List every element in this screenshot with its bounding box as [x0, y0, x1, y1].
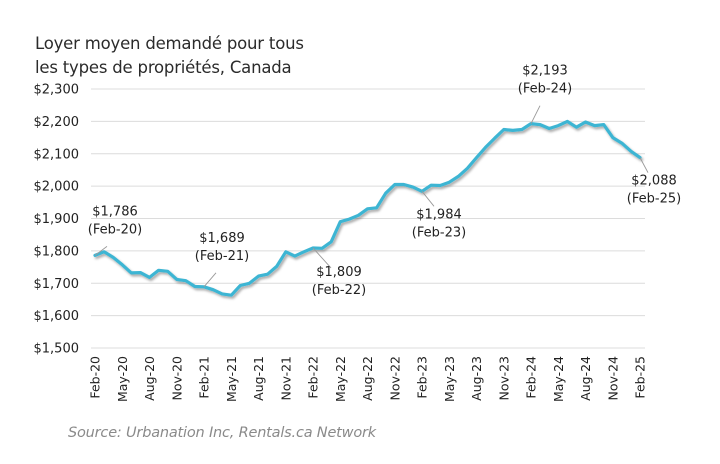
- x-tick-label: Nov-22: [387, 356, 402, 400]
- annotation-leader-line: [94, 246, 108, 256]
- y-tick-label: $1,500: [34, 342, 80, 357]
- chart-title-line-2: les types de propriétés, Canada: [35, 58, 292, 77]
- x-tick-label: Feb-24: [524, 356, 539, 399]
- annotation-value-label: $1,809: [316, 265, 362, 280]
- y-axis-ticks: $1,500 $1,600 $1,700 $1,800 $1,900 $2,000 $2,1…: [34, 83, 80, 357]
- y-tick-label: $2,000: [34, 180, 80, 195]
- x-tick-label: May-23: [442, 356, 457, 402]
- annotation-leader-line: [639, 157, 649, 173]
- x-tick-label: Nov-24: [605, 356, 620, 401]
- annotation-leader-line: [421, 191, 435, 207]
- x-tick-label: Nov-21: [278, 356, 293, 400]
- gridlines: [91, 88, 645, 349]
- x-tick-label: Feb-22: [306, 356, 321, 399]
- x-tick-label: Nov-20: [169, 356, 184, 401]
- chart-title: Loyer moyen demandé pour tous les types …: [35, 32, 304, 80]
- y-tick-label: $1,600: [34, 309, 80, 324]
- annotation: $1,689 (Feb-21): [195, 231, 249, 288]
- series-line: [93, 119, 642, 297]
- x-tick-label: May-20: [115, 356, 130, 402]
- source-note: Source: Urbanation Inc, Rentals.ca Netwo…: [68, 425, 376, 441]
- x-tick-label: Feb-21: [197, 356, 212, 399]
- annotations: $1,786 (Feb-20) $1,689 (Feb-21) $1,809 (Feb-2…: [88, 64, 681, 298]
- annotation-value-label: $2,193: [522, 64, 568, 79]
- annotation: $1,786 (Feb-20): [88, 204, 142, 256]
- series-layer: [93, 119, 642, 297]
- x-tick-label: Aug-21: [251, 356, 266, 401]
- y-tick-label: $1,900: [34, 212, 80, 227]
- x-tick-label: Aug-22: [360, 356, 375, 401]
- x-tick-label: Nov-23: [496, 356, 511, 400]
- annotation-value-label: $1,984: [416, 207, 462, 222]
- y-tick-label: $2,300: [34, 83, 80, 98]
- annotation-value-label: $1,689: [199, 231, 245, 246]
- annotation: $1,809 (Feb-22): [312, 247, 366, 298]
- annotation-date-label: (Feb-23): [412, 225, 466, 240]
- annotation-value-label: $2,088: [631, 174, 677, 189]
- annotation: $2,193 (Feb-24): [518, 64, 572, 124]
- x-tick-label: Aug-20: [142, 356, 157, 401]
- annotation-leader-line: [203, 272, 217, 288]
- y-tick-label: $1,700: [34, 277, 80, 292]
- annotation-date-label: (Feb-25): [627, 192, 681, 207]
- x-tick-label: Aug-24: [578, 356, 593, 401]
- x-tick-label: May-24: [551, 356, 566, 402]
- annotation-date-label: (Feb-20): [88, 222, 142, 237]
- annotation-leader-line: [312, 247, 332, 269]
- y-tick-label: $1,800: [34, 244, 80, 259]
- x-tick-label: Feb-23: [415, 356, 430, 399]
- x-tick-label: Aug-23: [469, 356, 484, 401]
- chart-title-line-1: Loyer moyen demandé pour tous: [35, 34, 304, 53]
- x-axis-ticks: Feb-20 May-20 Aug-20 Nov-20 Feb-21 May-21 Aug-…: [88, 356, 648, 402]
- x-tick-label: Feb-20: [88, 356, 103, 399]
- annotation-date-label: (Feb-22): [312, 283, 366, 298]
- annotation-leader-line: [530, 105, 541, 124]
- annotation-date-label: (Feb-21): [195, 249, 249, 264]
- annotation: $1,984 (Feb-23): [412, 191, 466, 240]
- x-tick-label: May-22: [333, 356, 348, 402]
- annotation-date-label: (Feb-24): [518, 82, 572, 97]
- y-tick-label: $2,100: [34, 147, 80, 162]
- annotation-value-label: $1,786: [92, 204, 138, 219]
- x-tick-label: May-21: [224, 356, 239, 402]
- x-tick-label: Feb-25: [633, 356, 648, 399]
- y-tick-label: $2,200: [34, 115, 80, 130]
- annotation: $2,088 (Feb-25): [627, 157, 681, 207]
